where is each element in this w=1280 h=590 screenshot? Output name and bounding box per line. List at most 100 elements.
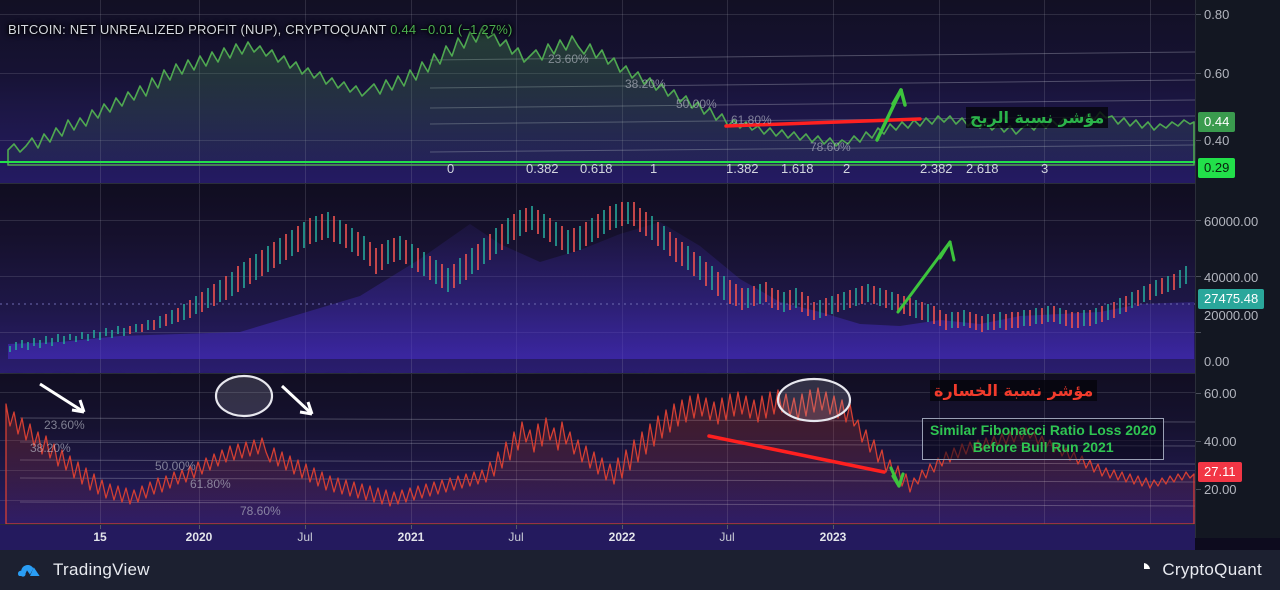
axis-tick <box>1196 140 1201 141</box>
axis-badge-level-line: 0.29 <box>1198 158 1236 178</box>
tradingview-brand[interactable]: TradingView <box>18 560 150 580</box>
time-tick <box>305 525 306 529</box>
axis-badge-current-value: 0.44 <box>1198 112 1236 132</box>
time-axis[interactable]: 15 2020 Jul 2021 Jul 2022 Jul 2023 <box>0 524 1195 550</box>
legend-title: BITCOIN: NET UNREALIZED PROFIT (NUP), CR… <box>8 22 387 37</box>
hgrid <box>0 73 1195 74</box>
axis-tick <box>1196 332 1201 333</box>
hgrid <box>0 14 1195 15</box>
vgrid <box>1044 0 1045 184</box>
time-tick <box>622 525 623 529</box>
panel-supply-in-loss[interactable]: 23.60% 38.20% 50.00% 61.80% 78.60% BITCO… <box>0 374 1195 524</box>
vgrid <box>622 184 623 374</box>
axis-label: 0.40 <box>1204 133 1230 148</box>
axis-tick <box>1196 220 1201 221</box>
axis-tick <box>1196 73 1201 74</box>
vgrid <box>622 374 623 524</box>
vgrid <box>516 184 517 374</box>
vgrid <box>622 0 623 184</box>
time-label: 2021 <box>397 530 425 544</box>
annotation-textbox-fibonacci[interactable]: Similar Fibonacci Ratio Loss 2020 Before… <box>922 418 1165 461</box>
vgrid <box>833 0 834 184</box>
time-label: Jul <box>297 530 313 544</box>
vgrid <box>1150 184 1151 374</box>
cryptoquant-brand[interactable]: CryptoQuant <box>1133 560 1262 580</box>
fib-level-label: 61.80% <box>731 113 772 127</box>
legend-last-value: 0.44 <box>390 22 417 37</box>
axis-label: 60.00 <box>1204 386 1237 401</box>
vgrid <box>1044 184 1045 374</box>
vgrid <box>727 184 728 374</box>
axis-tick <box>1196 393 1201 394</box>
fib-ext-label: 3 <box>1041 161 1049 176</box>
vgrid <box>516 0 517 184</box>
fib-ext-label: 0.382 <box>526 161 559 176</box>
time-label: Jul <box>719 530 735 544</box>
hgrid <box>0 500 1195 501</box>
fib-level-label: 38.20% <box>30 441 71 455</box>
fib-ext-label: 1.618 <box>781 161 814 176</box>
vgrid <box>100 184 101 374</box>
legend-nup[interactable]: BITCOIN: NET UNREALIZED PROFIT (NUP), CR… <box>8 22 513 37</box>
fib-level-label: 78.60% <box>240 504 281 518</box>
fib-ext-label: 2.618 <box>966 161 999 176</box>
vgrid <box>516 374 517 524</box>
fib-ext-label: 0.618 <box>580 161 613 176</box>
cryptoquant-logo-icon <box>1135 562 1151 578</box>
annotation-loss-indicator: مؤشر نسبة الخسارة <box>930 380 1098 401</box>
fib-level-label: 50.00% <box>676 97 717 111</box>
vgrid <box>1150 0 1151 184</box>
hgrid <box>0 220 1195 221</box>
price-axis[interactable]: 0.80 0.60 0.40 0.44 0.29 60000.00 40000.… <box>1195 0 1280 538</box>
fib-level-label: 50.00% <box>155 459 196 473</box>
vgrid <box>305 374 306 524</box>
vgrid <box>199 374 200 524</box>
fib-level-label: 23.60% <box>548 52 589 66</box>
vgrid <box>411 184 412 374</box>
time-label: 15 <box>93 530 107 544</box>
vgrid <box>199 184 200 374</box>
fib-level-label: 61.80% <box>190 477 231 491</box>
time-tick <box>199 525 200 529</box>
time-tick <box>727 525 728 529</box>
panel-price-volume[interactable]: Bitcoin: Price & Volume - Spot, All Exch… <box>0 184 1195 374</box>
axis-label: 40000.00 <box>1204 270 1259 285</box>
panel-divider[interactable] <box>0 183 1195 184</box>
annotation-line-1: Similar Fibonacci Ratio Loss 2020 <box>930 422 1157 438</box>
axis-label: 60000.00 <box>1204 214 1259 229</box>
axis-label: 40.00 <box>1204 434 1237 449</box>
panel-divider[interactable] <box>0 373 1195 374</box>
tradingview-label: TradingView <box>53 560 150 579</box>
vgrid <box>833 374 834 524</box>
axis-tick <box>1196 489 1201 490</box>
fib-ext-label: 0 <box>447 161 455 176</box>
axis-label: 0.00 <box>1204 354 1230 369</box>
fib-level-label: 78.60% <box>810 140 851 154</box>
fib-ext-label: 2.382 <box>920 161 953 176</box>
vgrid <box>727 374 728 524</box>
time-label: Jul <box>508 530 524 544</box>
vgrid <box>939 184 940 374</box>
tradingview-logo-icon <box>18 564 40 577</box>
fib-ext-label: 1 <box>650 161 658 176</box>
time-tick <box>411 525 412 529</box>
axis-badge-current-value: 27.11 <box>1198 462 1242 482</box>
panel-background <box>0 184 1195 374</box>
annotation-profit-indicator: مؤشر نسبة الربح <box>966 107 1109 128</box>
axis-label: 0.80 <box>1204 7 1230 22</box>
time-tick <box>833 525 834 529</box>
time-tick <box>100 525 101 529</box>
hgrid <box>0 140 1195 141</box>
footer-bar: TradingView CryptoQuant <box>0 550 1280 590</box>
time-tick <box>516 525 517 529</box>
vgrid <box>833 184 834 374</box>
vgrid <box>939 0 940 184</box>
hgrid <box>0 332 1195 333</box>
vgrid <box>411 374 412 524</box>
time-label: 2020 <box>185 530 213 544</box>
cryptoquant-label: CryptoQuant <box>1162 560 1262 579</box>
panel-net-unrealized-profit[interactable]: 23.60% 38.20% 50.00% 61.80% 78.60% BITCO… <box>0 0 1195 184</box>
axis-tick <box>1196 14 1201 15</box>
axis-tick <box>1196 441 1201 442</box>
